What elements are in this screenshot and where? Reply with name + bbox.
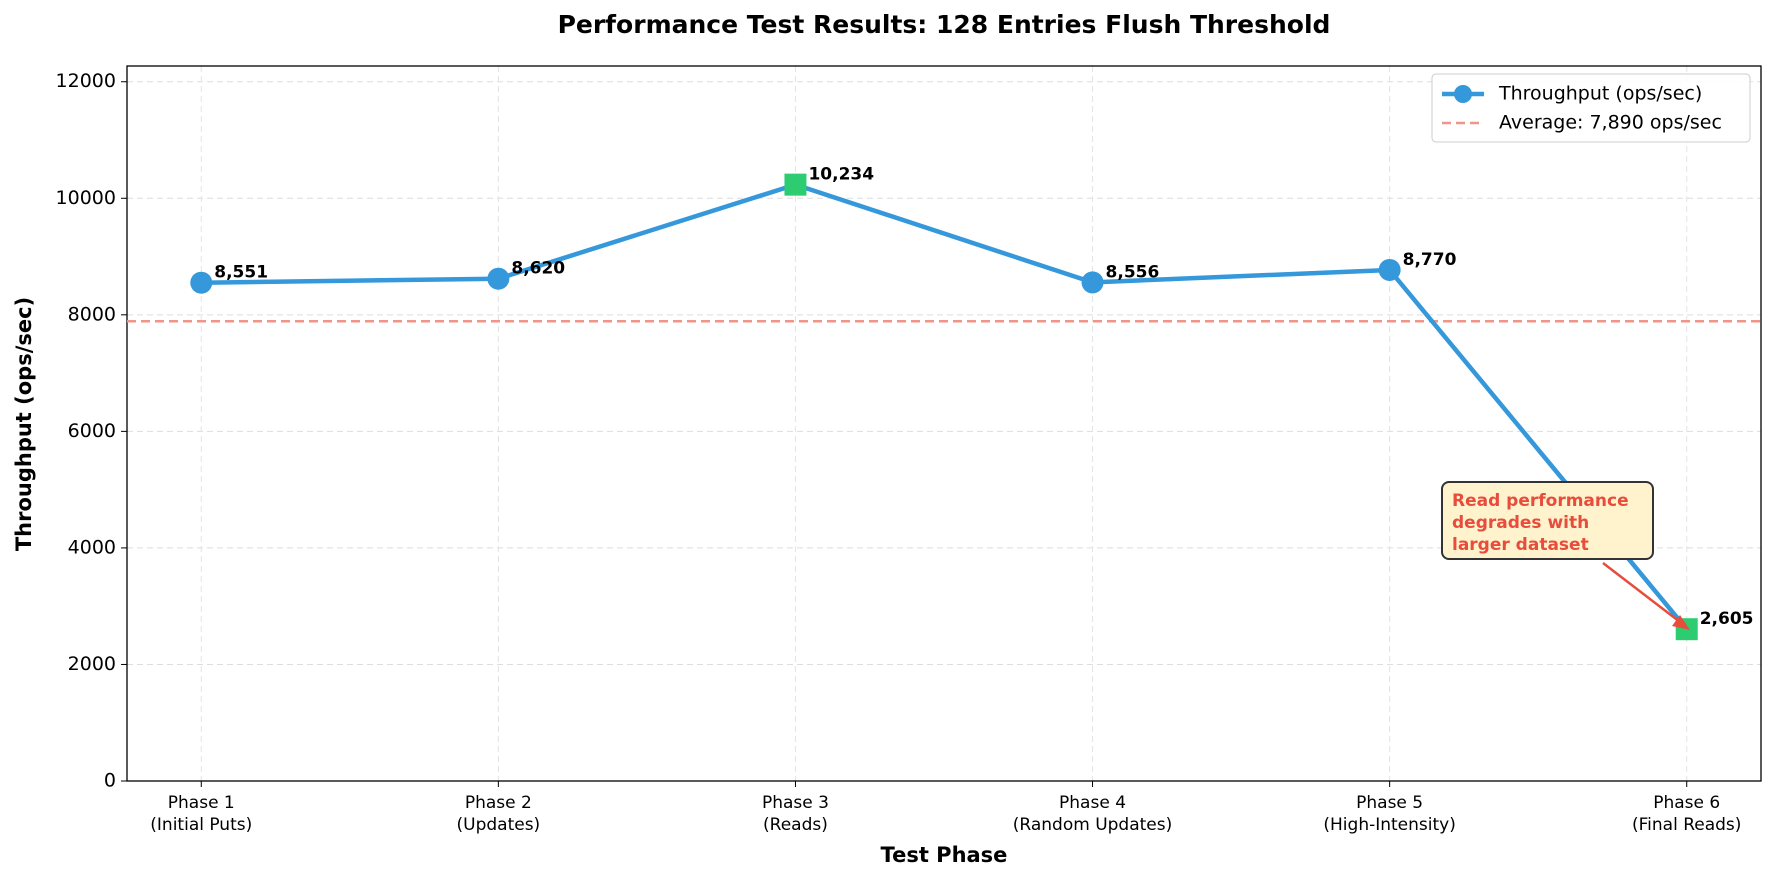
y-tick-label: 0 [104, 770, 116, 792]
x-tick-label: Phase 4 (Random Updates) [1012, 793, 1173, 835]
value-label: 8,551 [214, 263, 268, 283]
annotation: Read performance degrades with larger da… [1441, 481, 1654, 560]
legend-label: Throughput (ops/sec) [1498, 83, 1702, 105]
x-tick-label: Phase 3 (Reads) [761, 793, 829, 835]
y-axis-label: Throughput (ops/sec) [12, 297, 36, 551]
plot-frame [126, 65, 1762, 782]
legend-label: Average: 7,890 ops/sec [1499, 112, 1722, 134]
y-tick-label: 4000 [68, 536, 116, 558]
y-tick-label: 10000 [56, 187, 116, 209]
data-point [1378, 258, 1401, 281]
x-axis-label: Test Phase [881, 843, 1008, 867]
series-line [201, 182, 1689, 631]
data-point [1081, 271, 1104, 294]
x-tick-label: Phase 2 (Updates) [456, 793, 541, 835]
annotation-arrowhead [1672, 615, 1690, 630]
x-tick-label: Phase 5 (High-Intensity) [1323, 793, 1456, 835]
x-tick-label: Phase 6 (Final Reads) [1632, 793, 1742, 835]
y-tick-label: 6000 [68, 420, 116, 442]
value-label: 2,605 [1700, 609, 1754, 629]
chart-title: Performance Test Results: 128 Entries Fl… [558, 10, 1331, 39]
annotation-arrow [1602, 562, 1681, 623]
data-point [487, 267, 510, 290]
y-tick-label: 12000 [56, 70, 116, 92]
y-tick-label: 8000 [68, 303, 116, 325]
y-tick-label: 2000 [68, 653, 116, 675]
value-label: 8,770 [1403, 250, 1457, 270]
x-tick-label: Phase 1 (Initial Puts) [150, 793, 253, 835]
legend-marker [1454, 85, 1472, 103]
legend-box [1431, 73, 1751, 143]
data-point [784, 173, 807, 196]
data-point [190, 271, 213, 294]
value-label: 8,620 [511, 259, 565, 279]
value-label: 8,556 [1106, 262, 1160, 282]
value-label: 10,234 [808, 165, 874, 185]
